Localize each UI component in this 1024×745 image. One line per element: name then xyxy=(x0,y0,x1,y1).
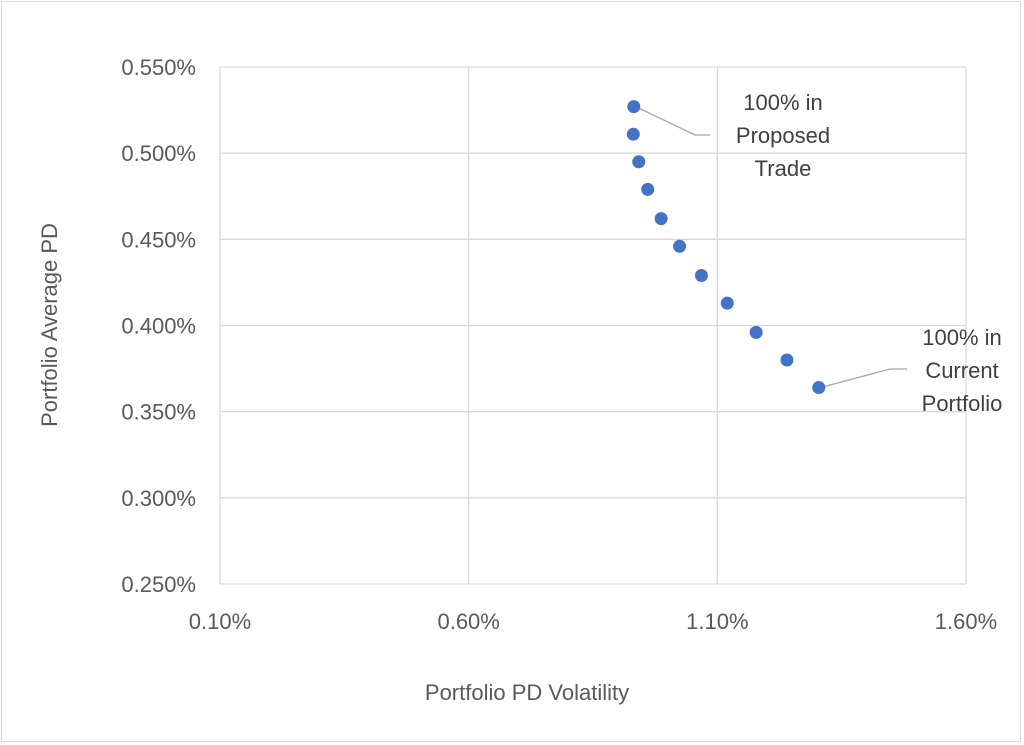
annotation-line: Trade xyxy=(755,156,812,181)
annotation-leader-line xyxy=(635,106,710,136)
annotation-leader-line xyxy=(820,368,907,389)
annotation-line: 100% in xyxy=(743,90,823,115)
data-point xyxy=(780,353,794,367)
x-tick-label: 1.10% xyxy=(686,609,748,634)
annotation-line: Portfolio xyxy=(922,391,1003,416)
annotation-line: 100% in xyxy=(922,325,1002,350)
data-point xyxy=(720,296,734,310)
data-point xyxy=(694,269,708,283)
data-points xyxy=(626,100,826,395)
annotation-label: 100% in Current Portfolio xyxy=(922,325,1003,416)
y-tick-label: 0.400% xyxy=(121,314,196,339)
y-tick-label: 0.300% xyxy=(121,486,196,511)
x-tick-label: 0.60% xyxy=(437,609,499,634)
annotation-line: Current xyxy=(925,358,998,383)
annotation-label: 100% in Proposed Trade xyxy=(736,90,830,181)
data-point xyxy=(641,182,655,196)
data-point xyxy=(749,325,763,339)
x-axis-title: Portfolio PD Volatility xyxy=(425,680,629,705)
y-tick-label: 0.450% xyxy=(121,227,196,252)
y-axis-ticks: 0.550% 0.500% 0.450% 0.400% 0.350% 0.300% 0.25… xyxy=(121,55,196,597)
y-tick-label: 0.550% xyxy=(121,55,196,80)
annotation-line: Proposed xyxy=(736,123,830,148)
data-point xyxy=(632,155,646,169)
data-point xyxy=(654,212,668,226)
data-point xyxy=(812,381,826,395)
y-tick-label: 0.350% xyxy=(121,400,196,425)
data-point xyxy=(673,239,687,253)
annotations: 100% in Proposed Trade 100% in Current Portfo… xyxy=(736,90,1002,416)
gridlines xyxy=(219,66,967,585)
x-axis-ticks: 0.10% 0.60% 1.10% 1.60% xyxy=(189,609,997,634)
x-tick-label: 0.10% xyxy=(189,609,251,634)
data-point xyxy=(626,127,640,141)
x-tick-label: 1.60% xyxy=(935,609,997,634)
annotation-leaders xyxy=(635,106,907,389)
y-tick-label: 0.250% xyxy=(121,572,196,597)
y-axis-title: Portfolio Average PD xyxy=(37,223,62,427)
y-tick-label: 0.500% xyxy=(121,141,196,166)
data-point xyxy=(627,100,641,114)
